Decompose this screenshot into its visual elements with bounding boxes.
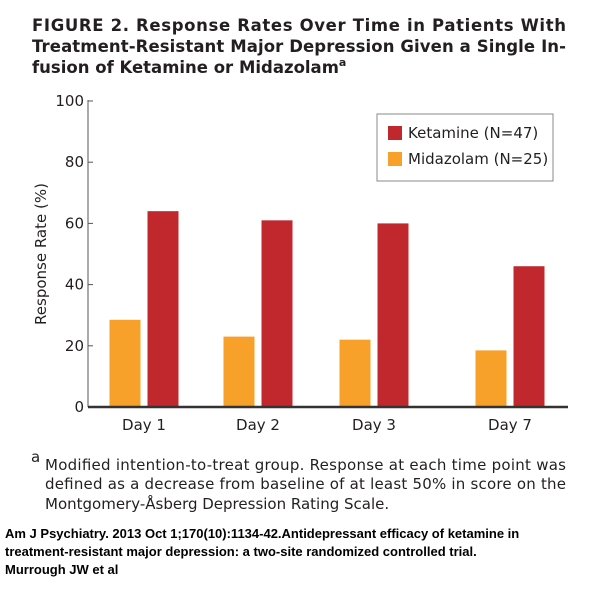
bar	[339, 339, 371, 407]
bar	[147, 211, 179, 407]
legend-swatch	[388, 152, 402, 166]
chart-title: FIGURE 2. Response Rates Over Time in Pa…	[32, 16, 566, 35]
chart-title: fusion of Ketamine or Midazolama	[32, 56, 346, 77]
footnote: Montgomery-Åsberg Depression Rating Scal…	[45, 494, 389, 513]
x-tick-label: Day 1	[122, 416, 166, 434]
x-tick-label: Day 3	[352, 416, 396, 434]
y-axis-label: Response Rate (%)	[32, 183, 50, 325]
bar	[223, 336, 255, 407]
title-marker: a	[339, 56, 346, 69]
bar	[475, 350, 507, 407]
y-tick-label: 20	[65, 337, 84, 355]
footnote: Modified intention-to-treat group. Respo…	[45, 456, 566, 474]
citation: treatment-resistant major depression: a …	[5, 544, 477, 559]
citation: Murrough JW et al	[5, 562, 118, 577]
chart-title: Treatment-Resistant Major Depression Giv…	[32, 37, 566, 56]
footnote-marker: a	[31, 448, 40, 466]
legend-label: Midazolam (N=25)	[408, 150, 548, 168]
legend-label: Ketamine (N=47)	[408, 124, 538, 142]
title-line: fusion of Ketamine or Midazolam	[32, 58, 339, 77]
citation: Am J Psychiatry. 2013 Oct 1;170(10):1134…	[5, 526, 519, 541]
legend-box	[376, 113, 554, 182]
y-tick-label: 80	[65, 153, 84, 171]
bar	[377, 223, 409, 407]
bar	[261, 220, 293, 407]
footnote: defined as a decrease from baseline of a…	[45, 475, 566, 493]
y-tick-label: 60	[65, 214, 84, 232]
bar	[513, 266, 545, 407]
bar	[109, 319, 141, 407]
legend-swatch	[388, 126, 402, 140]
y-tick-label: 40	[65, 276, 84, 294]
x-tick-label: Day 2	[236, 416, 280, 434]
y-tick-label: 100	[55, 92, 84, 110]
x-tick-label: Day 7	[488, 416, 532, 434]
y-tick-label: 0	[74, 398, 84, 416]
